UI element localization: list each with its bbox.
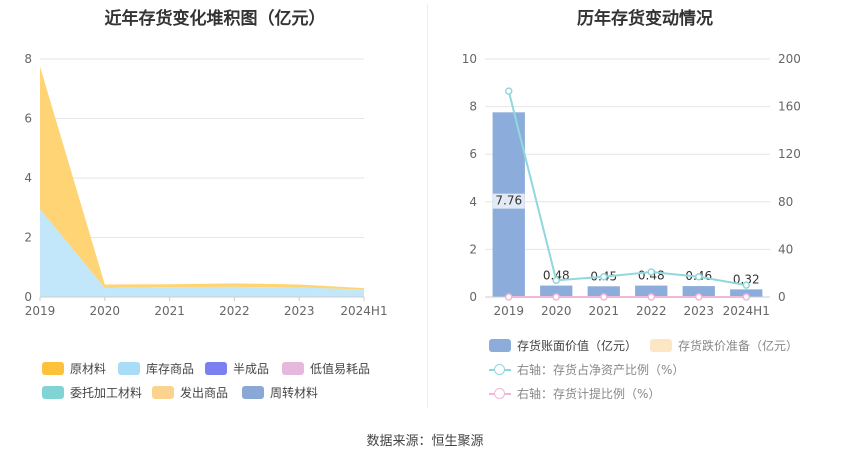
right-y2-tick-label: 200 bbox=[778, 52, 801, 66]
right-x-tick-label: 2022 bbox=[636, 304, 667, 318]
left-legend-item[interactable]: 半成品 bbox=[205, 360, 269, 377]
left-y-tick-label: 0 bbox=[24, 290, 32, 304]
ratio-point bbox=[552, 293, 560, 301]
legend-label: 右轴：存货计提比例（%） bbox=[517, 387, 661, 401]
legend-swatch bbox=[118, 362, 140, 375]
data-source-note: 数据来源：恒生聚源 bbox=[366, 434, 484, 449]
legend-swatch bbox=[242, 386, 264, 399]
right-chart-title: 历年存货变动情况 bbox=[577, 9, 713, 29]
legend-swatch bbox=[489, 363, 511, 376]
right-y-tick-label: 4 bbox=[469, 195, 477, 209]
legend-swatch bbox=[205, 362, 227, 375]
left-chart-title: 近年存货变化堆积图（亿元） bbox=[104, 9, 326, 29]
left-legend-item[interactable]: 委托加工材料 bbox=[42, 384, 142, 401]
inventory-bar bbox=[587, 286, 620, 297]
left-legend-item[interactable]: 周转材料 bbox=[242, 384, 318, 401]
left-legend-item[interactable]: 低值易耗品 bbox=[282, 360, 370, 377]
legend-swatch bbox=[152, 386, 174, 399]
left-x-tick-label: 2021 bbox=[154, 304, 185, 318]
legend-swatch bbox=[42, 362, 64, 375]
right-x-tick-label: 2019 bbox=[493, 304, 524, 318]
legend-label: 低值易耗品 bbox=[310, 362, 371, 376]
ratio-point bbox=[600, 273, 608, 281]
right-y-tick-label: 10 bbox=[462, 52, 477, 66]
legend-swatch bbox=[42, 386, 64, 399]
area-inventory-goods bbox=[40, 209, 364, 297]
right-y2-tick-label: 0 bbox=[778, 290, 786, 304]
ratio-point bbox=[742, 293, 750, 301]
left-legend-item[interactable]: 原材料 bbox=[42, 360, 106, 377]
right-y2-tick-label: 80 bbox=[778, 195, 793, 209]
ratio-point bbox=[552, 276, 560, 285]
right-x-tick-label: 2021 bbox=[588, 304, 619, 318]
legend-label: 发出商品 bbox=[180, 386, 229, 400]
left-y-tick-label: 2 bbox=[24, 231, 32, 245]
right-legend-item[interactable]: 存货账面价值（亿元） bbox=[489, 337, 637, 354]
ratio-point bbox=[647, 293, 655, 301]
ratio-point bbox=[695, 273, 703, 281]
legend-label: 委托加工材料 bbox=[70, 386, 143, 400]
legend-swatch bbox=[282, 362, 304, 375]
bar-value-label-bg bbox=[492, 193, 525, 209]
inventory-bar bbox=[635, 285, 668, 297]
legend-label: 右轴：存货占净资产比例（%） bbox=[517, 363, 685, 377]
ratio-point bbox=[505, 87, 513, 95]
right-y2-tick-label: 160 bbox=[778, 100, 801, 114]
inventory-bar bbox=[730, 289, 763, 297]
legend-label: 存货跌价准备（亿元） bbox=[678, 339, 799, 353]
left-y-tick-label: 8 bbox=[24, 52, 32, 66]
inventory-bar bbox=[682, 286, 715, 297]
left-legend-item[interactable]: 发出商品 bbox=[152, 384, 228, 401]
bar-value-label: 0.32 bbox=[733, 272, 760, 286]
panel-divider bbox=[427, 4, 428, 408]
right-y-tick-label: 2 bbox=[469, 242, 477, 256]
right-legend-item[interactable]: 右轴：存货占净资产比例（%） bbox=[489, 361, 684, 378]
ratio-point bbox=[695, 293, 703, 301]
ratio-line bbox=[507, 90, 747, 287]
ratio-point bbox=[600, 293, 608, 301]
legend-label: 库存商品 bbox=[146, 362, 195, 376]
right-y2-tick-label: 40 bbox=[778, 242, 793, 256]
right-x-tick-label: 2020 bbox=[541, 304, 572, 318]
right-y-tick-label: 0 bbox=[469, 290, 477, 304]
right-x-tick-label: 2024H1 bbox=[723, 304, 770, 318]
left-y-tick-label: 6 bbox=[24, 112, 32, 126]
right-legend-item[interactable]: 存货跌价准备（亿元） bbox=[650, 337, 798, 354]
inventory-bar bbox=[540, 285, 573, 297]
legend-label: 半成品 bbox=[233, 362, 270, 376]
right-x-tick-label: 2023 bbox=[683, 304, 714, 318]
legend-swatch bbox=[489, 387, 511, 400]
left-x-tick-label: 2022 bbox=[219, 304, 250, 318]
ratio-point bbox=[505, 293, 513, 301]
left-legend-item[interactable]: 库存商品 bbox=[118, 360, 194, 377]
left-x-tick-label: 2019 bbox=[25, 304, 56, 318]
legend-label: 存货账面价值（亿元） bbox=[517, 339, 638, 353]
right-legend-item[interactable]: 右轴：存货计提比例（%） bbox=[489, 385, 660, 402]
legend-swatch bbox=[489, 339, 511, 352]
left-y-tick-label: 4 bbox=[24, 171, 32, 185]
right-y-tick-label: 8 bbox=[469, 100, 477, 114]
bar-value-label: 7.76 bbox=[495, 194, 522, 208]
left-x-tick-label: 2023 bbox=[284, 304, 315, 318]
right-y-tick-label: 6 bbox=[469, 147, 477, 161]
legend-label: 原材料 bbox=[70, 362, 107, 376]
ratio-point bbox=[742, 281, 750, 289]
left-x-tick-label: 2020 bbox=[90, 304, 121, 318]
right-y2-tick-label: 120 bbox=[778, 147, 801, 161]
legend-swatch bbox=[650, 339, 672, 352]
ratio-point bbox=[647, 268, 655, 276]
legend-label: 周转材料 bbox=[270, 386, 319, 400]
left-x-tick-label: 2024H1 bbox=[340, 304, 387, 318]
